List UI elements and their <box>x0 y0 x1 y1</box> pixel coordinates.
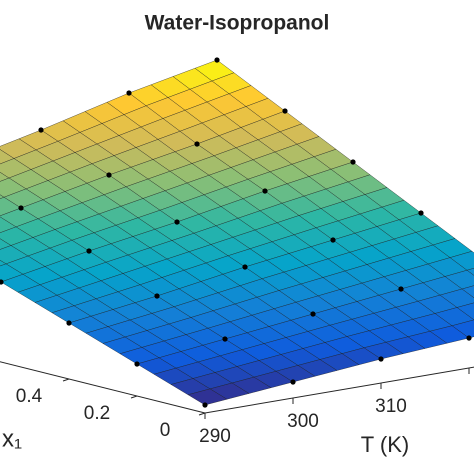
data-point <box>106 172 112 178</box>
data-point <box>282 108 288 114</box>
data-point <box>126 90 132 96</box>
data-point <box>38 127 44 133</box>
data-point <box>418 210 424 216</box>
surface-patch <box>0 194 5 200</box>
data-point <box>222 336 228 342</box>
data-point <box>310 311 316 317</box>
y-tick <box>130 395 138 399</box>
data-point <box>242 264 248 270</box>
data-point <box>202 402 208 408</box>
y-tick <box>62 378 70 382</box>
data-point <box>466 335 472 341</box>
data-point <box>0 279 4 285</box>
data-point <box>290 379 296 385</box>
chart-title: Water-Isopropanol <box>145 12 330 35</box>
data-point <box>154 293 160 299</box>
data-point <box>134 361 140 367</box>
y-tick <box>198 412 206 416</box>
data-point <box>66 320 72 326</box>
surface-patch <box>0 259 7 267</box>
data-point <box>174 219 180 225</box>
y-tick-label: 0.2 <box>84 403 110 424</box>
x-axis-label: T (K) <box>361 432 409 457</box>
data-point <box>378 356 384 362</box>
data-point <box>350 159 356 165</box>
axes: 290300310300.20.4 <box>0 361 474 447</box>
surface <box>0 57 474 408</box>
data-point <box>194 141 200 147</box>
data-point <box>262 188 268 194</box>
x-tick-label: 300 <box>287 411 319 432</box>
data-point <box>18 205 24 211</box>
data-point <box>214 57 220 63</box>
surface-patch <box>187 388 228 406</box>
x-tick-label: 310 <box>375 396 407 417</box>
data-point <box>86 248 92 254</box>
data-point <box>330 237 336 243</box>
y-axis-line <box>0 361 206 414</box>
y-tick-label: 0 <box>160 420 171 441</box>
x-tick-label: 290 <box>199 426 231 447</box>
y-axis-label: x₁ <box>2 425 22 452</box>
y-tick-label: 0.4 <box>16 386 43 407</box>
data-point <box>398 286 404 292</box>
